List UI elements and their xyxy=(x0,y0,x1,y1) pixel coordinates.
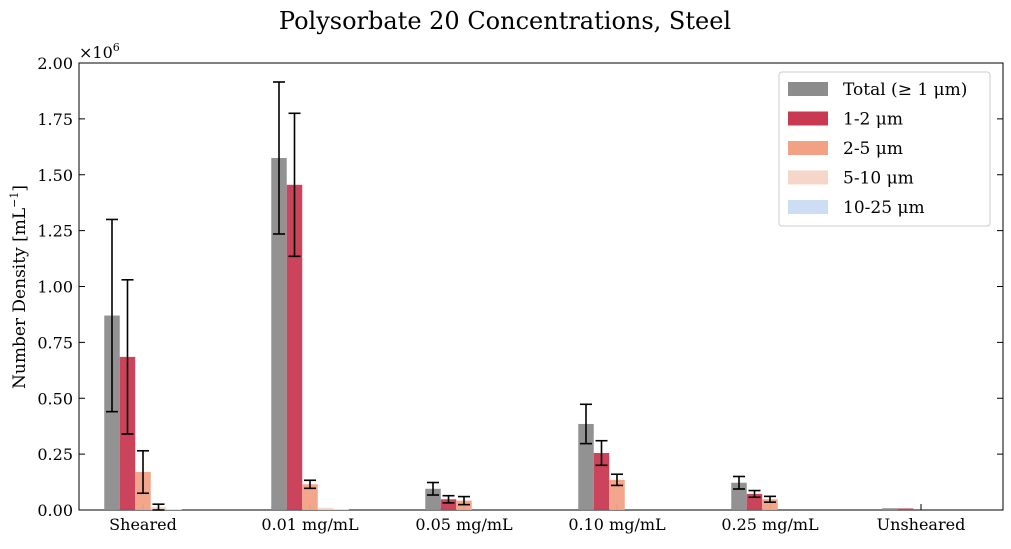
legend-label: 2-5 μm xyxy=(843,139,903,159)
x-axis: Sheared 0.01 mg/mL 0.05 mg/mL 0.10 mg/mL 0.2… xyxy=(109,504,965,534)
x-tick-label: Unsheared xyxy=(877,515,966,534)
error-bars xyxy=(106,81,776,511)
y-tick-label: 1.25 xyxy=(37,222,73,241)
bar xyxy=(578,423,594,510)
x-tick-label: 0.10 mg/mL xyxy=(568,515,666,534)
y-tick-label: 1.00 xyxy=(37,278,73,297)
bar xyxy=(440,499,457,510)
y-axis-label-close: ] xyxy=(10,185,30,192)
legend-swatch xyxy=(788,200,828,214)
bar xyxy=(286,184,303,510)
y-multiplier-base: ×10 xyxy=(79,43,113,62)
bar xyxy=(593,453,610,510)
legend-swatch xyxy=(788,170,828,185)
x-tick-label: 0.01 mg/mL xyxy=(261,515,359,534)
legend-label: 1-2 μm xyxy=(843,110,903,130)
x-tick-label: Sheared xyxy=(109,515,177,534)
y-tick-label: 0.00 xyxy=(37,501,73,520)
legend-frame xyxy=(778,71,991,227)
x-tick-label: 0.25 mg/mL xyxy=(721,515,819,534)
y-tick-label: 1.50 xyxy=(37,166,73,185)
y-tick-label: 2.00 xyxy=(37,54,73,73)
bar xyxy=(271,157,287,511)
bar xyxy=(166,509,182,510)
bar xyxy=(104,315,120,510)
y-multiplier: ×106 xyxy=(79,41,120,62)
legend-swatch xyxy=(788,111,828,126)
legend-swatch xyxy=(788,141,828,155)
bar xyxy=(333,509,349,510)
y-axis-label-text: Number Density [mL xyxy=(10,208,30,389)
bar xyxy=(882,508,898,510)
y-axis: 0.00 0.25 0.50 0.75 1.00 1.25 1.50 1.75 2.00 xyxy=(37,54,1003,520)
y-axis-label-exponent: −1 xyxy=(8,192,21,208)
bars xyxy=(104,157,914,511)
chart-title: Polysorbate 20 Concentrations, Steel xyxy=(279,7,731,35)
y-axis-label: Number Density [mL−1] xyxy=(8,185,30,389)
bar xyxy=(897,508,914,510)
legend-swatch xyxy=(788,82,828,96)
legend: Total (≥ 1 μm) 1-2 μm 2-5 μm 5-10 μm 10-25 μ… xyxy=(778,71,991,227)
legend-label: Total (≥ 1 μm) xyxy=(843,80,967,100)
y-multiplier-exponent: 6 xyxy=(113,41,120,54)
bar xyxy=(762,499,778,510)
y-tick-label: 0.25 xyxy=(37,445,73,464)
y-tick-label: 0.50 xyxy=(37,389,73,408)
bar xyxy=(317,507,334,510)
bar xyxy=(302,484,318,510)
y-tick-label: 1.75 xyxy=(37,110,73,129)
x-tick-label: 0.05 mg/mL xyxy=(415,515,513,534)
bar xyxy=(425,488,441,510)
legend-label: 5-10 μm xyxy=(843,169,914,189)
legend-label: 10-25 μm xyxy=(843,198,925,218)
bar xyxy=(609,479,625,510)
y-tick-label: 0.75 xyxy=(37,333,73,352)
